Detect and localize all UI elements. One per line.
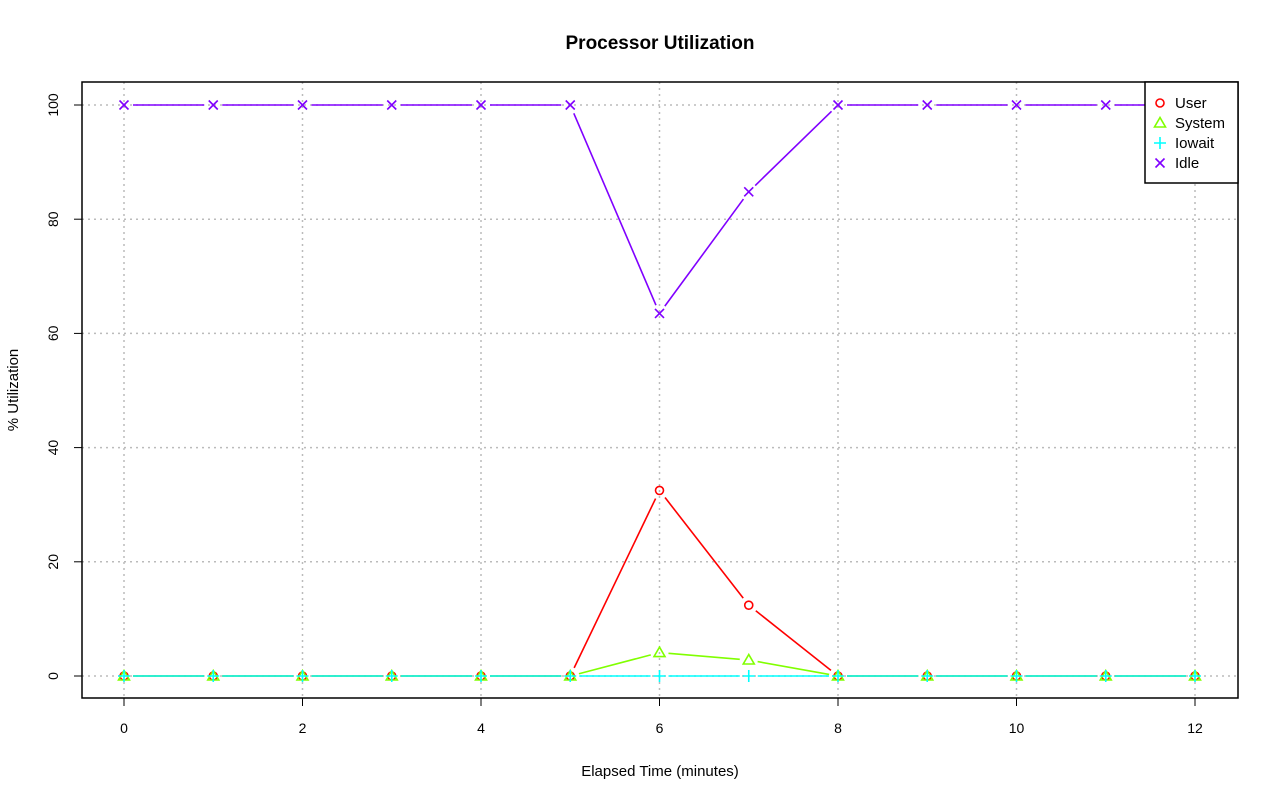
series-line-segment-user — [573, 498, 657, 669]
y-tick-label: 100 — [45, 93, 61, 117]
data-point-system — [652, 645, 667, 658]
legend-marker-system — [1153, 115, 1167, 128]
legend-label-user: User — [1175, 95, 1207, 112]
data-point-user — [654, 485, 665, 496]
series-line-segment-idle — [573, 112, 657, 306]
series-line-segment-user — [755, 610, 832, 672]
y-tick-label: 20 — [45, 554, 61, 570]
x-tick-label: 4 — [477, 720, 485, 736]
y-tick-label: 0 — [45, 672, 61, 680]
series-line-segment-idle — [664, 198, 745, 307]
x-tick-label: 0 — [120, 720, 128, 736]
data-point-idle — [297, 99, 308, 111]
data-point-user — [743, 600, 754, 610]
data-point-idle — [1011, 99, 1022, 111]
data-point-idle — [475, 99, 487, 111]
data-point-iowait — [296, 670, 309, 682]
data-point-iowait — [475, 670, 487, 682]
legend-marker-user — [1155, 98, 1165, 108]
x-tick-label: 6 — [656, 720, 664, 736]
data-point-iowait — [742, 670, 755, 682]
data-point-iowait — [385, 670, 398, 682]
data-point-iowait — [921, 670, 934, 682]
series-line-segment-system — [578, 654, 651, 675]
chart-title: Processor Utilization — [566, 33, 755, 54]
axes: 0 2 4 6 8 10 12 0 20 40 60 80 100 — [45, 93, 1203, 736]
series-line-segment-user — [664, 497, 744, 599]
legend-marker-iowait — [1154, 137, 1166, 149]
data-point-system — [741, 652, 756, 665]
series-line-segment-idle — [754, 110, 833, 187]
legend-marker-idle — [1154, 157, 1166, 169]
series-iowait — [118, 670, 1201, 682]
y-axis-label: % Utilization — [5, 349, 22, 432]
data-point-idle — [743, 186, 754, 197]
data-point-idle — [832, 99, 844, 111]
data-point-idle — [386, 99, 397, 111]
x-tick-label: 2 — [299, 720, 307, 736]
y-tick-label: 40 — [45, 440, 61, 456]
data-point-idle — [208, 99, 219, 111]
x-axis-label: Elapsed Time (minutes) — [581, 763, 739, 780]
data-point-idle — [1100, 99, 1111, 111]
series-line-segment-system — [668, 652, 740, 661]
data-point-idle — [118, 99, 130, 111]
legend: User System Iowait Idle — [1144, 81, 1239, 184]
x-tick-label: 10 — [1009, 720, 1025, 736]
y-tick-label: 60 — [45, 325, 61, 341]
data-point-iowait — [1099, 670, 1112, 682]
data-point-iowait — [207, 670, 220, 682]
data-point-iowait — [564, 670, 577, 682]
data-point-iowait — [653, 670, 666, 682]
data-point-idle — [565, 99, 576, 111]
data-point-idle — [654, 308, 665, 319]
legend-label-idle: Idle — [1175, 155, 1199, 172]
legend-label-iowait: Iowait — [1175, 135, 1215, 152]
y-tick-label: 80 — [45, 211, 61, 227]
plot-frame — [81, 81, 1239, 699]
x-tick-label: 8 — [834, 720, 842, 736]
series-group — [117, 99, 1202, 682]
x-tick-label: 12 — [1187, 720, 1203, 736]
data-point-idle — [922, 99, 933, 111]
data-point-iowait — [1010, 670, 1023, 682]
series-line-segment-system — [757, 660, 830, 676]
legend-label-system: System — [1175, 115, 1225, 132]
data-point-iowait — [1189, 670, 1201, 682]
data-point-iowait — [118, 670, 130, 682]
data-point-iowait — [832, 670, 844, 682]
grid — [82, 82, 1238, 698]
